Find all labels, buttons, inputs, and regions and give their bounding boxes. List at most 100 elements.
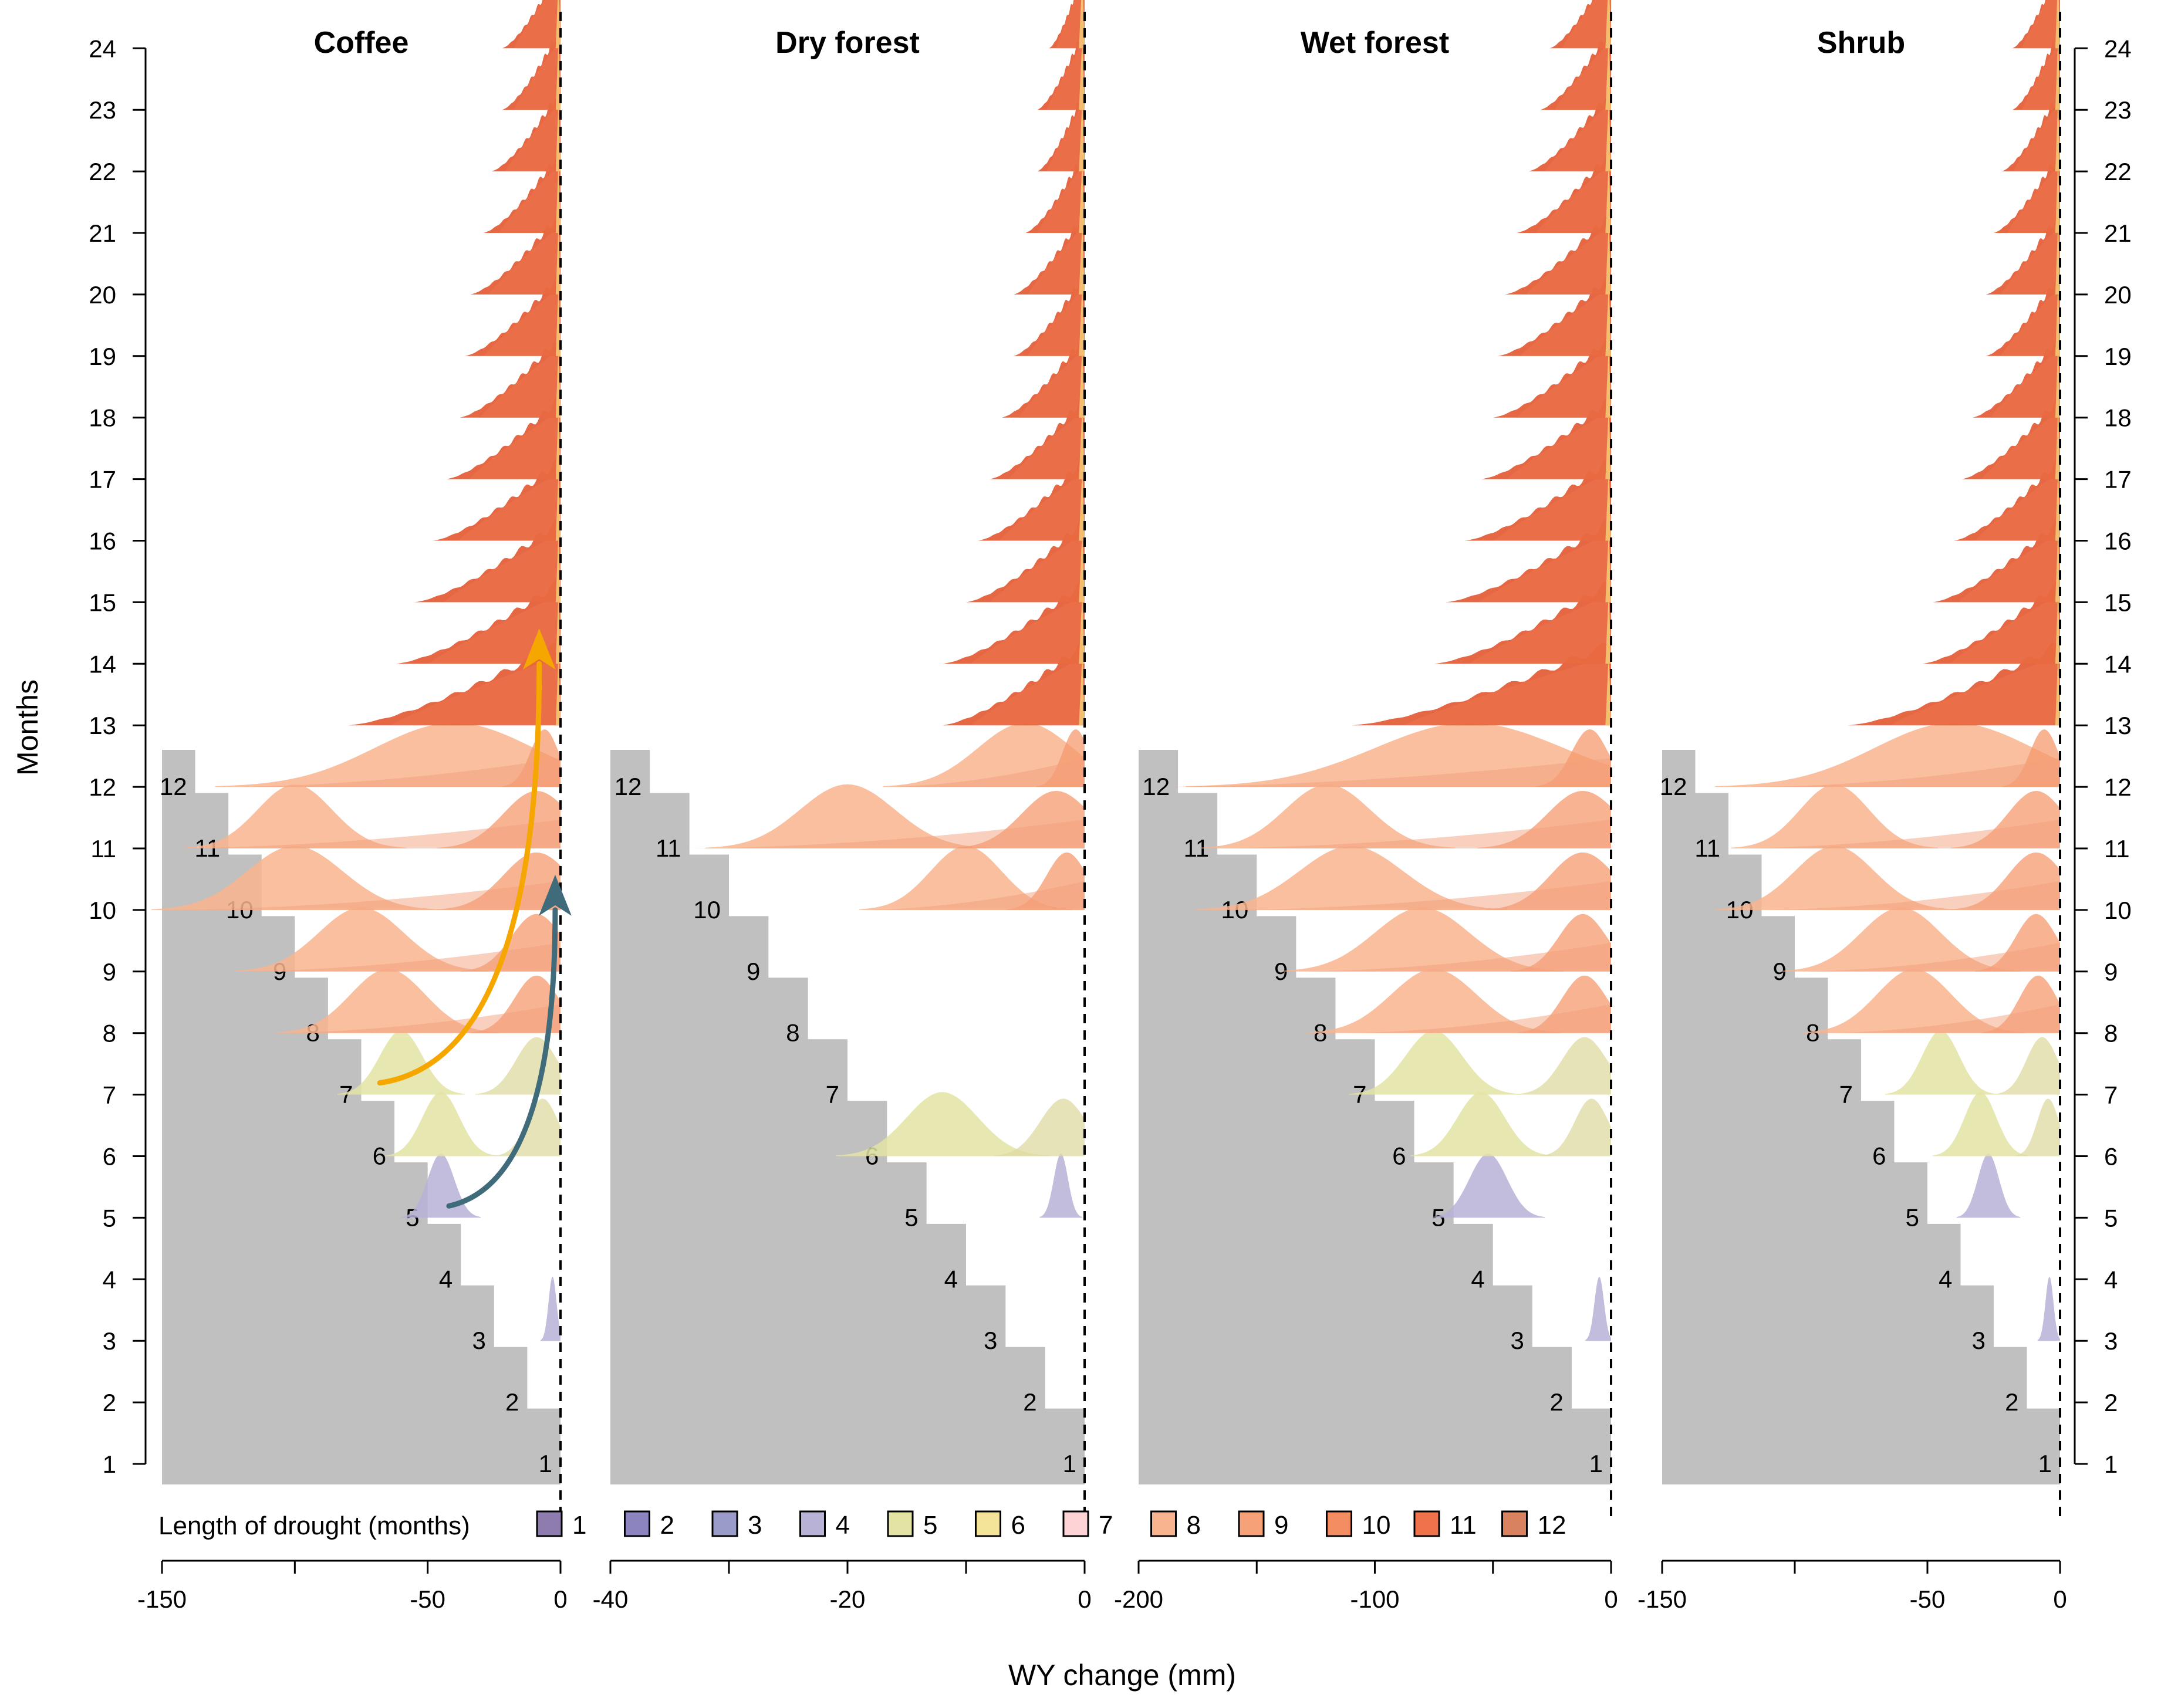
- ridge-density-overlay: [469, 409, 560, 479]
- ridge-density: [541, 1277, 560, 1341]
- ridge-density: [2012, 0, 2060, 49]
- step-label: 6: [1872, 1142, 1886, 1170]
- ridge-density: [1497, 273, 1611, 356]
- legend-swatch: [1501, 1510, 1528, 1537]
- ridge-month-15: [1933, 519, 2060, 603]
- legend-item-10: 10: [1326, 1510, 1390, 1540]
- ridge-density: [1037, 27, 1085, 110]
- ridge-density: [2001, 89, 2060, 172]
- ridge-month-20: [1986, 211, 2060, 295]
- ridge-density-short: [1079, 0, 1085, 49]
- ridge-density-short: [1605, 0, 1611, 49]
- y-tick-label: 17: [89, 466, 116, 493]
- ridge-month-23: [1540, 27, 1611, 110]
- y-tick-label: 13: [2104, 712, 2132, 739]
- ridge-density-short: [1079, 159, 1085, 233]
- panel-title: Dry forest: [775, 26, 920, 60]
- ridge-month-9: [1280, 907, 1611, 972]
- ridge-density: [978, 458, 1085, 541]
- y-tick-label: 19: [2104, 343, 2132, 370]
- ridge-month-13: [1351, 642, 1611, 726]
- ridge-density: [1493, 334, 1611, 418]
- ridge-density-secondary: [1541, 1098, 1611, 1156]
- y-tick-label: 7: [103, 1081, 116, 1109]
- ridge-density: [1528, 89, 1611, 172]
- step-label: 4: [439, 1265, 453, 1293]
- drought-length-shadow: [1139, 750, 1611, 1484]
- ridge-density-overlay: [1403, 655, 1611, 726]
- ridge-density: [459, 334, 560, 418]
- panel-shrub: 123456789101112Shrub-150-500: [1637, 0, 2067, 1613]
- x-tick-label: 0: [2053, 1585, 2067, 1613]
- y-tick-label: 4: [103, 1266, 116, 1293]
- legend-swatch: [1238, 1510, 1265, 1537]
- ridge-density-tail: [681, 820, 1085, 848]
- ridge-month-22: [491, 89, 560, 172]
- ridge-density-overlay: [1028, 224, 1085, 295]
- ridge-month-12: [1715, 723, 2060, 787]
- ridge-density-overlay: [484, 286, 560, 356]
- y-tick-label: 20: [2104, 281, 2132, 309]
- ridge-density: [1351, 642, 1611, 726]
- legend-item-1: 1: [536, 1510, 586, 1540]
- ridge-density-tail: [1197, 820, 1611, 848]
- legend-item-12: 12: [1501, 1510, 1566, 1540]
- legend-swatch: [624, 1510, 650, 1537]
- x-tick-label: -100: [1350, 1585, 1399, 1613]
- legend-item-5: 5: [887, 1510, 937, 1540]
- ridge-density-tail: [162, 820, 560, 848]
- ridge-density-overlay: [971, 594, 1085, 664]
- step-label: 2: [505, 1388, 519, 1416]
- ridge-density-short: [2055, 282, 2060, 356]
- ridge-density-overlay: [428, 594, 560, 664]
- ridge-month-7: [1885, 1030, 2060, 1095]
- x-tick-label: -200: [1114, 1585, 1163, 1613]
- ridge-density: [1025, 150, 1085, 233]
- ridge-density-short: [2055, 651, 2060, 726]
- legend-item-2: 2: [624, 1510, 674, 1540]
- ridge-density: [385, 1092, 497, 1156]
- ridge-density: [491, 89, 560, 172]
- ridge-density: [1986, 211, 2060, 295]
- drought-length-shadow: [610, 750, 1085, 1484]
- ridge-density: [1434, 581, 1611, 664]
- ridge-density: [470, 211, 560, 295]
- annotation-arrow-shaft: [446, 907, 558, 1209]
- ridge-month-11: [1728, 784, 2060, 848]
- step-label: 6: [1392, 1142, 1406, 1170]
- x-tick-label: -40: [593, 1585, 629, 1613]
- ridge-density: [1933, 1092, 2028, 1156]
- ridge-month-22: [1528, 89, 1611, 172]
- ridge-density-overlay: [498, 163, 560, 233]
- step-label: 7: [1839, 1081, 1853, 1108]
- ridge-month-7: [337, 1030, 560, 1095]
- ridge-density: [835, 1092, 1049, 1156]
- x-axis: -200 -100 0: [1114, 1560, 1618, 1613]
- ridge-month-8: [268, 969, 560, 1033]
- ridge-density: [1933, 519, 2060, 603]
- y-tick-label: 6: [103, 1143, 116, 1171]
- x-tick-label: -50: [410, 1585, 445, 1613]
- ridge-density: [276, 969, 499, 1033]
- ridge-density-tail: [1339, 1004, 1611, 1033]
- ridge-density-short: [2055, 343, 2060, 418]
- ridge-density: [1013, 273, 1085, 356]
- annotation-arrow-2: [446, 874, 572, 1209]
- ridge-month-14: [1434, 581, 1611, 664]
- ridge-density: [1986, 273, 2060, 356]
- y-tick-label: 2: [2104, 1389, 2118, 1416]
- ridge-month-23: [2012, 27, 2060, 110]
- ridge-density-tail: [1795, 942, 2060, 972]
- ridge-density-short: [555, 282, 560, 356]
- ridge-density-short: [1079, 97, 1085, 172]
- ridge-density-tail: [1755, 758, 2060, 787]
- ridge-density: [1464, 458, 1611, 541]
- ridge-month-10: [859, 845, 1085, 910]
- step-label: 4: [1471, 1265, 1484, 1293]
- ridge-density-overlay: [443, 532, 560, 603]
- ridge-month-22: [2001, 89, 2060, 172]
- ridge-month-7: [1349, 1030, 1611, 1095]
- ridge-density-short: [1079, 36, 1085, 110]
- y-tick-label: 9: [2104, 958, 2118, 986]
- ridge-density-short: [555, 343, 560, 418]
